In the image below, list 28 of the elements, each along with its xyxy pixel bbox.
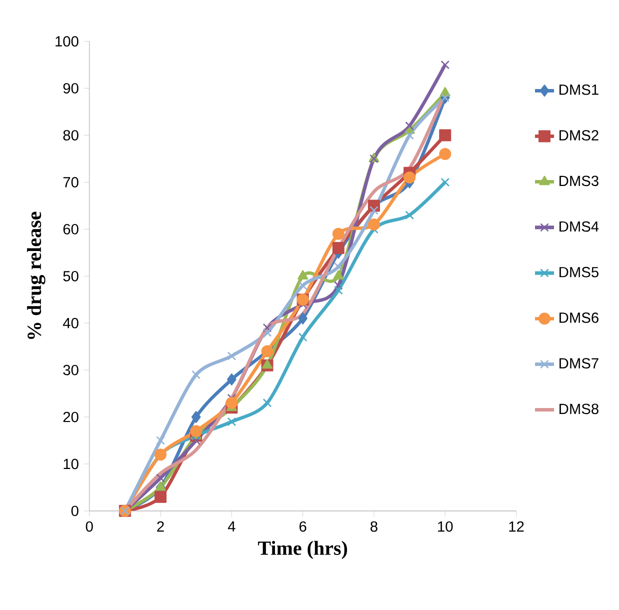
y-tick-label: 0	[71, 506, 78, 516]
y-tick-label: 70	[63, 177, 78, 188]
legend-label: DMS6	[560, 312, 598, 324]
legend-label: DMS8	[560, 404, 598, 414]
y-tick-label: 20	[63, 412, 78, 422]
legend-label: DMS1	[560, 84, 598, 96]
y-axis-title: % drug release	[27, 212, 46, 340]
y-tick-label: 80	[63, 130, 78, 141]
legend-label: DMS7	[560, 358, 598, 369]
x-tick-label: 2	[157, 522, 164, 532]
x-tick-label: 0	[86, 522, 93, 532]
legend-label: DMS5	[560, 267, 598, 278]
y-tick-label: 90	[63, 83, 78, 94]
legend-label: DMS4	[560, 222, 599, 232]
x-tick-label: 12	[509, 522, 524, 532]
x-tick-label: 10	[438, 522, 453, 532]
y-tick-label: 60	[63, 224, 78, 235]
y-tick-label: 40	[62, 318, 78, 328]
y-tick-label: 50	[63, 271, 78, 282]
y-tick-label: 10	[64, 458, 78, 470]
x-tick-label: 6	[300, 522, 306, 532]
legend-label: DMS2	[560, 130, 598, 141]
legend-label: DMS3	[560, 176, 598, 186]
x-tick-label: 8	[370, 522, 378, 532]
y-tick-label: 100	[56, 36, 78, 47]
y-tick-label: 30	[63, 365, 78, 376]
x-axis-title: Time (hrs)	[258, 541, 348, 560]
x-tick-label: 4	[228, 522, 236, 532]
